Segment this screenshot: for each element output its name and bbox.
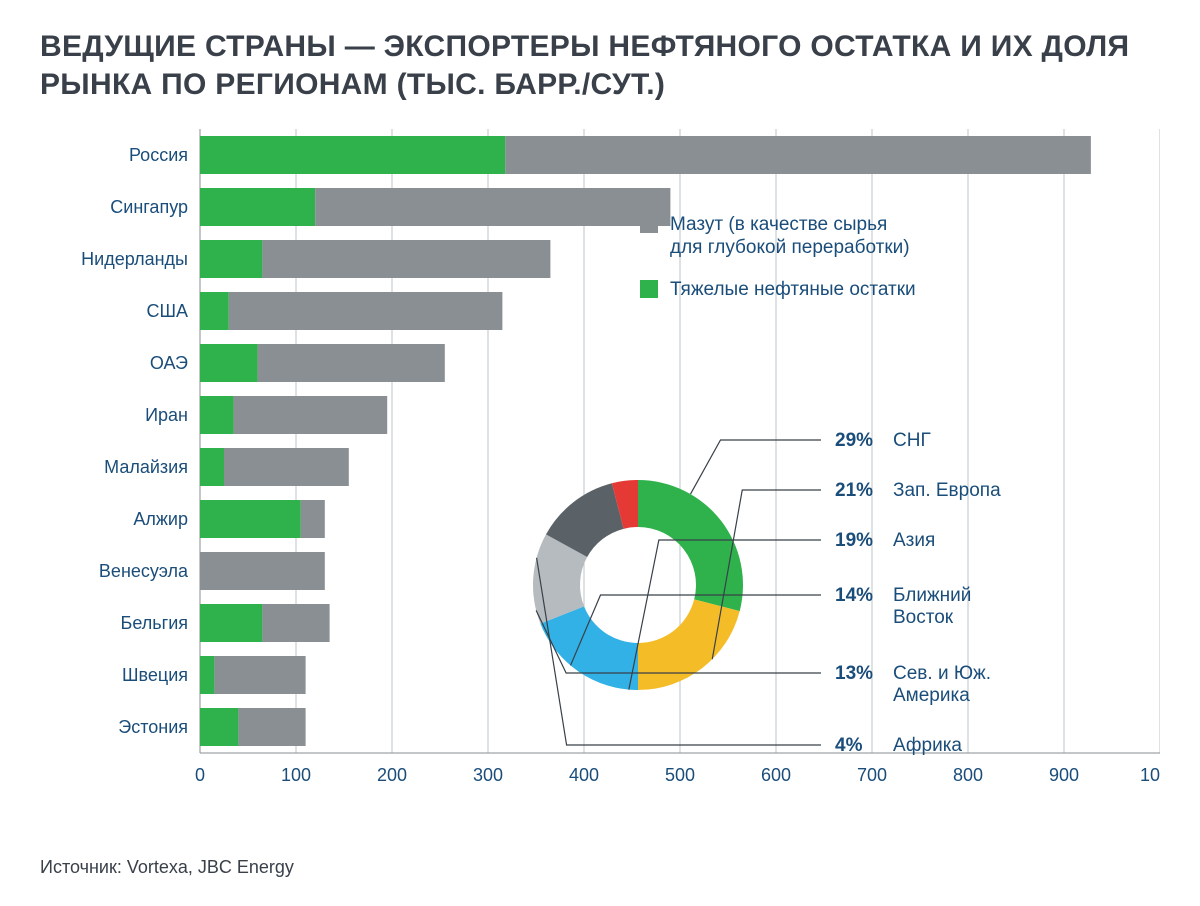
donut-label-2: Америка xyxy=(893,685,970,706)
bar-heavy xyxy=(200,292,229,330)
legend-swatch-heavy xyxy=(640,280,658,298)
bar-heavy xyxy=(200,604,262,642)
bar-heavy xyxy=(200,344,258,382)
donut-label: Сев. и Юж. xyxy=(893,663,991,684)
donut-pct: 19% xyxy=(835,530,873,551)
bar-mazut xyxy=(262,604,329,642)
bar-mazut xyxy=(505,136,1091,174)
x-tick-label: 1000 xyxy=(1140,765,1160,785)
leader-line xyxy=(691,440,822,494)
bar-heavy xyxy=(200,708,238,746)
x-tick-label: 400 xyxy=(569,765,599,785)
donut-pct: 13% xyxy=(835,663,873,684)
y-category-label: ОАЭ xyxy=(150,353,188,373)
donut-pct: 21% xyxy=(835,480,873,501)
bar-mazut xyxy=(214,656,305,694)
bar-heavy xyxy=(200,448,224,486)
y-category-label: США xyxy=(146,301,188,321)
y-category-label: Нидерланды xyxy=(81,249,188,269)
x-tick-label: 500 xyxy=(665,765,695,785)
x-tick-label: 900 xyxy=(1049,765,1079,785)
bar-mazut xyxy=(258,344,445,382)
y-category-label: Малайзия xyxy=(104,457,188,477)
x-tick-label: 300 xyxy=(473,765,503,785)
donut-label: Ближний xyxy=(893,585,971,606)
y-category-label: Венесуэла xyxy=(99,561,189,581)
y-category-label: Бельгия xyxy=(121,613,188,633)
bar-mazut xyxy=(301,500,325,538)
x-tick-label: 200 xyxy=(377,765,407,785)
bar-heavy xyxy=(200,240,262,278)
donut-slice xyxy=(638,599,740,690)
source-text: Источник: Vortexa, JBC Energy xyxy=(40,857,1160,878)
bar-heavy xyxy=(200,500,301,538)
y-category-label: Алжир xyxy=(133,509,188,529)
x-tick-label: 100 xyxy=(281,765,311,785)
bar-heavy xyxy=(200,188,315,226)
y-category-label: Эстония xyxy=(118,717,188,737)
x-tick-label: 0 xyxy=(195,765,205,785)
legend-label-mazut-2: для глубокой переработки) xyxy=(670,237,910,258)
bar-heavy xyxy=(200,656,214,694)
y-category-label: Иран xyxy=(145,405,188,425)
y-category-label: Сингапур xyxy=(110,197,188,217)
y-category-label: Швеция xyxy=(122,665,188,685)
donut-pct: 29% xyxy=(835,430,873,451)
donut-label: Африка xyxy=(893,735,962,756)
legend-label-heavy: Тяжелые нефтяные остатки xyxy=(670,279,916,300)
bar-mazut xyxy=(234,396,388,434)
donut-slice xyxy=(540,606,638,690)
donut-label: Азия xyxy=(893,530,935,551)
bar-mazut xyxy=(224,448,349,486)
bar-mazut xyxy=(229,292,503,330)
x-tick-label: 600 xyxy=(761,765,791,785)
donut-label-2: Восток xyxy=(893,607,954,628)
legend-label-mazut-1: Мазут (в качестве сырья xyxy=(670,214,887,235)
bar-mazut xyxy=(315,188,670,226)
chart-title: ВЕДУЩИЕ СТРАНЫ — ЭКСПОРТЕРЫ НЕФТЯНОГО ОС… xyxy=(40,28,1160,103)
donut-label: Зап. Европа xyxy=(893,480,1001,501)
legend-swatch-mazut xyxy=(640,215,658,233)
bar-mazut xyxy=(238,708,305,746)
x-tick-label: 800 xyxy=(953,765,983,785)
x-tick-label: 700 xyxy=(857,765,887,785)
donut-slice xyxy=(638,480,743,611)
chart-area: 0 100 200 300 400 500 600 700 800 900 1000 Россия Си… xyxy=(40,125,1160,845)
donut-label: СНГ xyxy=(893,430,931,451)
bar-heavy xyxy=(200,136,505,174)
bar-mazut xyxy=(200,552,325,590)
y-category-label: Россия xyxy=(129,145,188,165)
bar-heavy xyxy=(200,396,234,434)
donut-pct: 14% xyxy=(835,585,873,606)
chart-svg: 0 100 200 300 400 500 600 700 800 900 1000 Россия Си… xyxy=(40,125,1160,845)
donut-pct: 4% xyxy=(835,735,863,756)
bar-mazut xyxy=(262,240,550,278)
